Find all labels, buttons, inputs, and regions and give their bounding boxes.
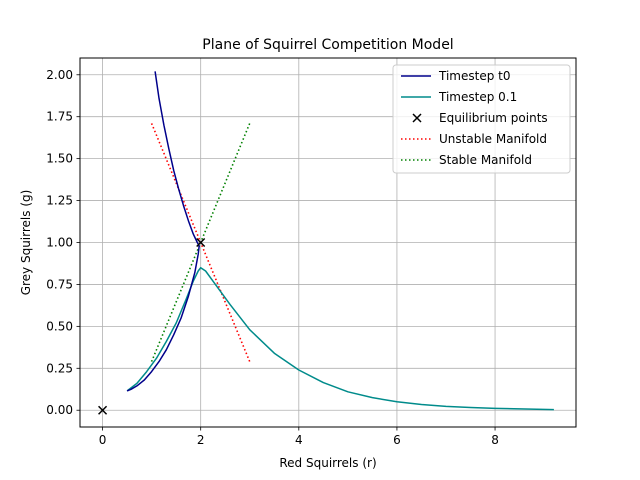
x-tick-label: 8 <box>491 433 499 447</box>
legend-entry: Stable Manifold <box>401 153 532 167</box>
x-tick-label: 0 <box>99 433 107 447</box>
legend-label: Unstable Manifold <box>439 132 547 146</box>
y-tick-label: 0.50 <box>46 319 73 333</box>
y-tick-label: 1.75 <box>46 110 73 124</box>
legend-box <box>392 64 571 174</box>
y-axis-label: Grey Squirrels (g) <box>19 190 33 296</box>
plot-series <box>98 71 554 415</box>
legend-entry: Unstable Manifold <box>401 132 547 146</box>
legend-label: Timestep t0 <box>438 69 510 83</box>
grid <box>80 58 576 427</box>
y-tick-label: 0.25 <box>46 361 73 375</box>
y-tick-label: 2.00 <box>46 68 73 82</box>
marker-stroke <box>98 405 108 415</box>
x-tick-label: 6 <box>393 433 401 447</box>
x-axis-label: Red Squirrels (r) <box>279 456 376 470</box>
ticks: 0 2 4 6 8 0.00 0.25 0.50 0.75 1.00 1.25 1.50 1.75 2.0… <box>46 68 499 447</box>
y-tick-label: 1.25 <box>46 194 73 208</box>
legend-label: Equilibrium points <box>439 111 548 125</box>
chart-title: Plane of Squirrel Competition Model <box>202 37 453 53</box>
equilibrium-point-marker <box>196 237 206 248</box>
y-tick-label: 0.75 <box>46 277 73 291</box>
marker-stroke <box>196 237 206 248</box>
y-tick-label: 1.00 <box>46 236 73 250</box>
marker-stroke <box>412 113 422 123</box>
legend-entry: Timestep 0.1 <box>401 90 517 104</box>
y-tick-label: 1.50 <box>46 152 73 166</box>
legend-marker <box>412 113 422 123</box>
equilibrium-point-marker <box>98 405 108 415</box>
series-timestep-0-1-line <box>126 266 554 411</box>
legend: Timestep t0 Timestep 0.1 Equilibrium point… <box>392 64 571 174</box>
x-tick-label: 2 <box>197 433 205 447</box>
legend-label: Stable Manifold <box>439 153 532 167</box>
y-tick-label: 0.00 <box>46 403 73 417</box>
x-tick-label: 4 <box>295 433 303 447</box>
legend-entry: Timestep t0 <box>401 69 510 83</box>
series-timestep-t0-line <box>126 71 200 392</box>
legend-label: Timestep 0.1 <box>438 90 517 104</box>
legend-entry: Equilibrium points <box>412 111 548 125</box>
series-equilibrium-points <box>98 237 206 415</box>
